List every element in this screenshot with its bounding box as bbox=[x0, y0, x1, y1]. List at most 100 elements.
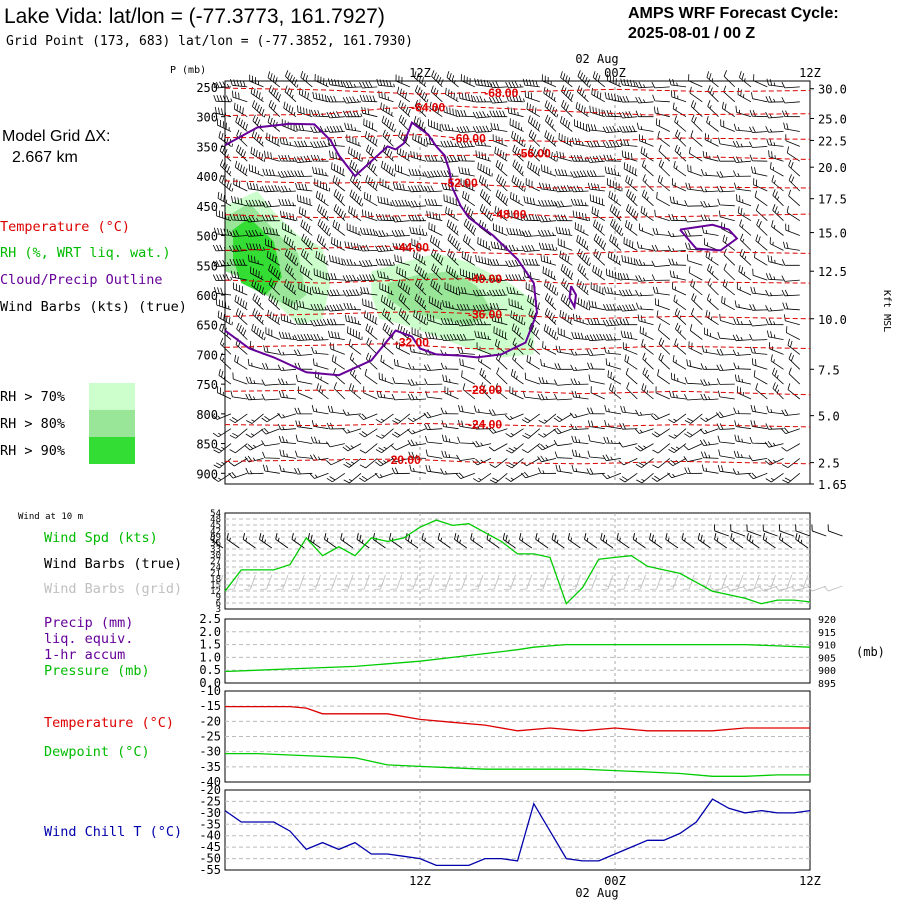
wind-barb bbox=[446, 71, 459, 88]
temperature-contour-label: -36.00 bbox=[468, 308, 502, 322]
wind-barb bbox=[624, 219, 638, 236]
wind-barb bbox=[262, 226, 280, 236]
wind-barb bbox=[315, 190, 329, 207]
wind-barb bbox=[413, 71, 427, 88]
wind-barb bbox=[527, 294, 541, 311]
cross-section-frame bbox=[224, 80, 811, 485]
wind-barb bbox=[734, 182, 752, 192]
wind-barb bbox=[651, 260, 670, 267]
wind-barb bbox=[474, 330, 492, 340]
wind-barb bbox=[424, 198, 443, 207]
wind-barb bbox=[641, 189, 654, 207]
grid-wind-barb bbox=[709, 585, 729, 592]
wind-barb bbox=[375, 258, 395, 266]
wind-barb bbox=[719, 313, 735, 326]
wind-barb bbox=[309, 454, 329, 461]
wind-barb bbox=[588, 434, 605, 444]
wind-barb bbox=[684, 394, 703, 401]
wind-barb bbox=[560, 115, 573, 132]
wind-barb bbox=[528, 129, 541, 147]
wind-barb bbox=[718, 137, 735, 147]
wind-barb bbox=[587, 318, 605, 326]
wind-barb bbox=[456, 125, 475, 133]
wind-barb bbox=[262, 362, 280, 370]
wind-barb bbox=[787, 383, 801, 400]
temperature-contour-label: -28.00 bbox=[468, 383, 502, 397]
wind-barb bbox=[622, 342, 638, 355]
wind-barb bbox=[635, 443, 654, 452]
wind-barb bbox=[298, 386, 313, 400]
surface-wind-barb bbox=[632, 533, 646, 549]
wind-barb bbox=[574, 119, 590, 132]
wind-barb bbox=[446, 264, 459, 281]
wind-barb bbox=[654, 209, 670, 222]
wind-barb bbox=[537, 215, 557, 223]
wind-barb bbox=[504, 413, 524, 421]
wind-barb bbox=[441, 182, 459, 192]
wind-barb bbox=[393, 358, 410, 370]
surface-wind-barb bbox=[730, 524, 746, 537]
wind-barb bbox=[326, 95, 345, 103]
wind-barb bbox=[310, 154, 329, 162]
wind-barb bbox=[766, 138, 784, 147]
wind-barb bbox=[490, 241, 508, 251]
wind-barb bbox=[213, 458, 232, 469]
wind-barb bbox=[691, 308, 703, 325]
wind-barb bbox=[689, 86, 703, 103]
wind-barb bbox=[294, 170, 313, 177]
wind-barb bbox=[463, 204, 476, 221]
wind-barb bbox=[555, 345, 573, 355]
wind-barb bbox=[587, 123, 605, 132]
wind-barb bbox=[781, 97, 800, 104]
surface-wind-barb bbox=[437, 533, 451, 549]
surface-wind-barb bbox=[502, 533, 516, 549]
wind-barb bbox=[607, 370, 622, 385]
wind-barb bbox=[375, 443, 394, 454]
wind-barb bbox=[780, 427, 800, 434]
wind-barb bbox=[781, 275, 800, 282]
wind-barb bbox=[459, 358, 475, 370]
wind-barb bbox=[716, 348, 735, 356]
wind-barb bbox=[718, 210, 735, 222]
wind-barb bbox=[350, 174, 362, 192]
wind-barb bbox=[781, 259, 800, 266]
wind-barb bbox=[750, 286, 768, 296]
wind-barb bbox=[456, 454, 475, 461]
wind-barb bbox=[359, 458, 378, 469]
wind-barb bbox=[511, 175, 526, 192]
wind-barb bbox=[358, 259, 378, 267]
wind-barb bbox=[252, 114, 264, 132]
grid-wind-barb bbox=[742, 585, 762, 592]
wind-barb bbox=[505, 94, 525, 103]
wind-barb bbox=[686, 254, 703, 266]
series-line bbox=[224, 519, 811, 605]
wind-barb bbox=[652, 458, 671, 469]
wind-barb bbox=[345, 314, 362, 326]
wind-barb bbox=[349, 159, 362, 177]
wind-barb bbox=[456, 318, 475, 327]
wind-barb bbox=[363, 191, 378, 207]
surface-wind-barb bbox=[649, 533, 663, 549]
grid-wind-barb bbox=[438, 574, 451, 590]
wind-barb bbox=[362, 298, 378, 311]
wind-barb bbox=[280, 313, 297, 326]
wind-barb bbox=[700, 413, 719, 422]
wind-barb bbox=[700, 200, 719, 208]
pressure-tick-label: 400 bbox=[196, 170, 218, 184]
wind-barb bbox=[538, 242, 558, 251]
wind-barb bbox=[765, 273, 784, 281]
wind-barb bbox=[491, 314, 508, 326]
wind-barb bbox=[407, 379, 427, 386]
wind-barb bbox=[671, 178, 687, 192]
y-tick-label: 2.5 bbox=[199, 612, 221, 626]
wind-barb bbox=[538, 467, 557, 474]
bottom-date-label: 02 Aug bbox=[575, 886, 618, 900]
wind-barb bbox=[528, 144, 541, 162]
wind-barb bbox=[586, 170, 605, 177]
wind-barb bbox=[781, 409, 800, 416]
wind-barb bbox=[494, 146, 508, 162]
wind-barb bbox=[734, 434, 752, 444]
wind-barb bbox=[765, 472, 784, 483]
wind-barb bbox=[480, 382, 492, 400]
grid-wind-barb bbox=[774, 585, 794, 592]
